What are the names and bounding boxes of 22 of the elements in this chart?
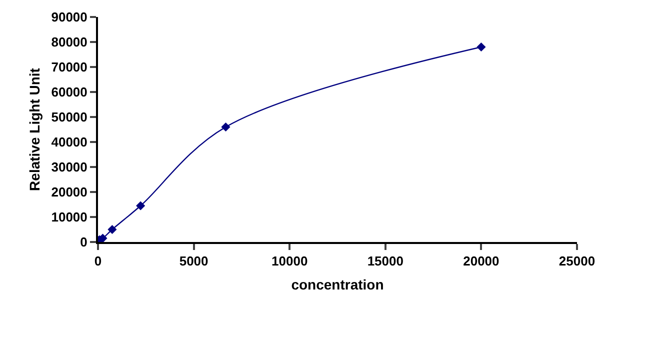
x-axis-title: concentration	[291, 276, 384, 292]
y-tick-label: 10000	[51, 210, 88, 225]
x-tick-label: 5000	[179, 254, 208, 269]
point	[108, 224, 117, 234]
y-tick-label: 40000	[51, 134, 88, 150]
x-tick-label: 25000	[558, 254, 596, 269]
point	[136, 201, 146, 210]
x-tick-label: 15000	[367, 254, 404, 269]
point	[221, 122, 230, 132]
x-tick-label: 10000	[272, 254, 308, 269]
y-tick-label: 50000	[51, 110, 88, 125]
y-tick-label: 0	[80, 234, 88, 250]
y-tick-label: 70000	[51, 60, 88, 75]
y-tick-label: 30000	[51, 160, 88, 175]
y-tick-label: 60000	[51, 84, 88, 100]
x-tick-label: 0	[94, 254, 102, 269]
y-axis-title: Relative Light Unit	[26, 68, 42, 191]
y-tick-label: 90000	[51, 10, 88, 25]
y-tick-label: 80000	[51, 34, 88, 50]
x-tick-label: 20000	[463, 254, 500, 269]
y-tick-label: 20000	[51, 184, 88, 200]
point	[476, 42, 486, 52]
